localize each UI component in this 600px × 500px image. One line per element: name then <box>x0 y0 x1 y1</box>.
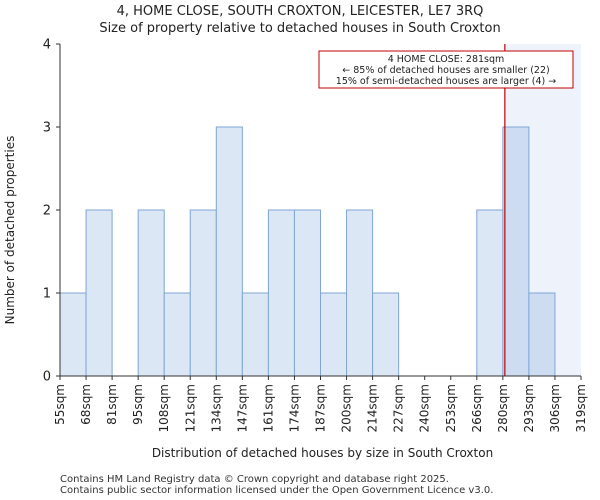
x-tick-label: 200sqm <box>340 384 354 432</box>
histogram-bar <box>476 209 504 377</box>
x-tick-label: 293sqm <box>522 384 536 432</box>
x-axis-label: Distribution of detached houses by size … <box>152 446 493 460</box>
annotation-line-2: ← 85% of detached houses are smaller (22… <box>342 65 549 76</box>
footer-licence: Contains public sector information licen… <box>60 485 494 496</box>
histogram-bar <box>502 126 530 377</box>
x-tick-label: 253sqm <box>444 384 458 432</box>
x-tick-label: 174sqm <box>287 384 301 432</box>
x-tick-label: 95sqm <box>131 384 145 425</box>
histogram-bar <box>163 292 191 377</box>
footer-copyright: Contains HM Land Registry data © Crown c… <box>60 474 449 485</box>
x-tick-label: 214sqm <box>366 384 380 432</box>
x-tick-label: 68sqm <box>79 384 93 425</box>
histogram-bar <box>528 292 556 377</box>
y-tick-label: 2 <box>43 204 51 219</box>
x-tick-label: 266sqm <box>470 384 484 432</box>
x-tick-label: 108sqm <box>157 384 171 432</box>
histogram-bar <box>293 209 322 377</box>
histogram-bar <box>267 209 295 377</box>
histogram-bar <box>137 209 165 377</box>
histogram-bar <box>215 126 243 377</box>
histogram-bar <box>59 292 87 377</box>
chart-title: 4, HOME CLOSE, SOUTH CROXTON, LEICESTER,… <box>116 4 484 19</box>
y-axis-label: Number of detached properties <box>3 136 17 325</box>
histogram-bar <box>241 292 269 377</box>
x-tick-label: 280sqm <box>496 384 510 432</box>
x-tick-label: 187sqm <box>314 384 328 432</box>
y-tick-label: 3 <box>43 121 51 136</box>
histogram-bar <box>372 292 400 377</box>
x-tick-label: 319sqm <box>574 384 588 432</box>
y-tick-label: 4 <box>43 38 51 53</box>
x-tick-label: 81sqm <box>105 384 119 425</box>
x-tick-label: 147sqm <box>235 384 249 432</box>
histogram-bar <box>189 209 217 377</box>
x-tick-label: 227sqm <box>392 384 406 432</box>
histogram-bar <box>320 292 348 377</box>
annotation-box <box>318 50 574 89</box>
histogram-bar <box>346 209 374 377</box>
y-tick-label: 0 <box>43 370 51 385</box>
x-tick-label: 306sqm <box>548 384 562 432</box>
histogram-bar <box>85 209 113 377</box>
x-tick-label: 121sqm <box>183 384 197 432</box>
annotation-line-3: 15% of semi-detached houses are larger (… <box>336 76 556 87</box>
y-tick-label: 1 <box>43 287 51 302</box>
x-tick-label: 240sqm <box>418 384 432 432</box>
x-tick-label: 161sqm <box>261 384 275 432</box>
x-tick-label: 55sqm <box>53 384 67 425</box>
annotation-line-1: 4 HOME CLOSE: 281sqm <box>388 54 505 65</box>
x-tick-label: 134sqm <box>209 384 223 432</box>
chart-subtitle: Size of property relative to detached ho… <box>99 21 501 36</box>
